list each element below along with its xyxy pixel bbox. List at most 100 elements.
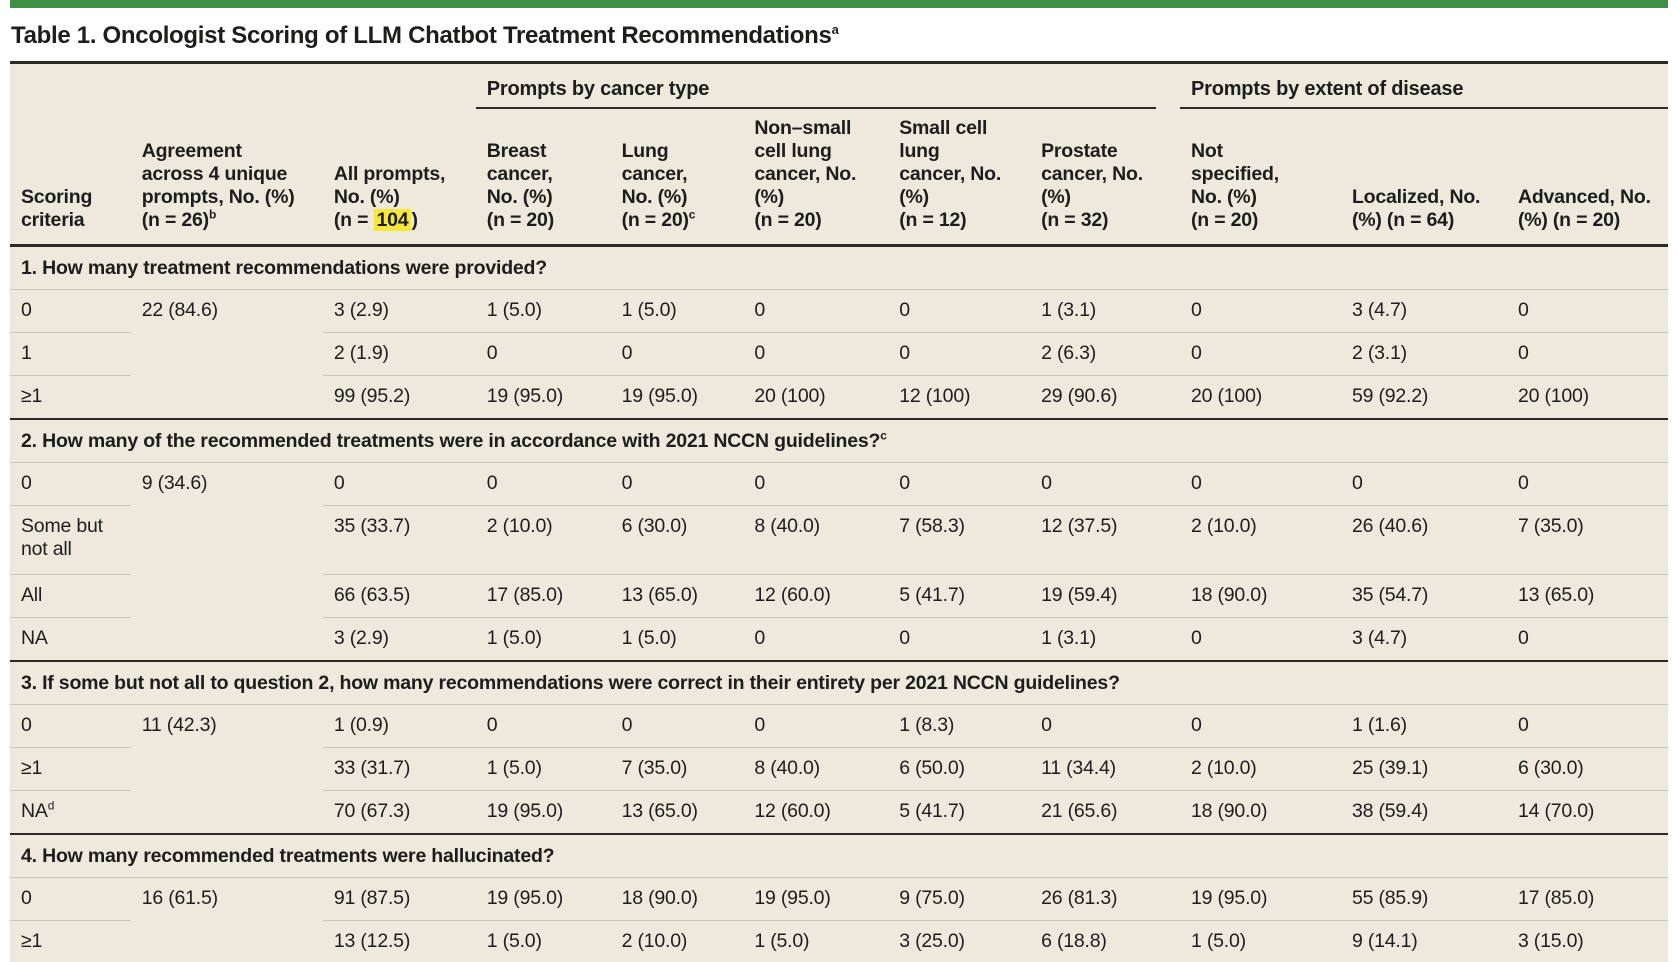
data-cell: 18 (90.0) [1190,800,1268,822]
table-row: ≥1 33 (31.7) 1 (5.0) 7 (35.0) 8 (40.0) 6 (50.… [10,747,1668,791]
data-cell: 1 (5.0) [475,747,611,791]
column-header-line: (n = 32) [1041,209,1109,231]
table-row: NA 3 (2.9) 1 (5.0) 1 (5.0) 0 0 1 (3.1) 0 3 (4.7)… [10,618,1668,662]
row-label: 1 [10,332,131,376]
data-cell: 25 (39.1) [1340,747,1507,791]
data-cell: 2 (10.0) [621,930,688,952]
data-cell: 59 (92.2) [1351,385,1429,407]
row-label: All [10,574,131,618]
row-label: ≥1 [10,747,131,791]
column-header-line: (n = 20) [1190,209,1259,231]
data-cell: 17 (85.0) [475,574,611,618]
data-cell: 0 [1517,627,1529,649]
footnote-marker: d [47,798,55,813]
column-header-line: cancer, No. [1041,163,1143,185]
data-cell: 70 (67.3) [333,800,411,822]
data-cell: 3 (2.9) [322,289,476,333]
column-header-line: (%) [754,186,785,208]
data-cell: 3 (4.7) [1340,289,1507,333]
footnote-marker: c [880,428,887,443]
data-cell: 20 (100) [1517,385,1589,407]
group-header-cancer-type-label: Prompts by cancer type [475,78,1156,109]
footnote-marker: c [688,207,696,222]
column-header-line: Agreement [141,140,242,162]
row-label: Some but not all [10,505,131,575]
data-cell: 0 [475,704,611,748]
column-header-line: Prostate [1041,140,1118,162]
data-cell: 1 (5.0) [621,627,677,649]
data-cell: 0 [1506,462,1668,506]
data-cell: 0 [475,332,611,376]
data-cell: 0 [743,704,889,748]
data-cell: 3 (15.0) [1517,930,1584,952]
data-cell: 7 (35.0) [1506,505,1668,575]
data-cell: 0 [1030,704,1180,748]
column-header-line: Not [1190,140,1223,162]
table-row: ≥1 13 (12.5) 1 (5.0) 2 (10.0) 1 (5.0) 3 (25.0… [10,921,1668,962]
data-cell: 2 (10.0) [475,505,611,575]
section-4-heading-row: 4. How many recommended treatments were … [10,833,1668,878]
table-title: Table 1. Oncologist Scoring of LLM Chatb… [0,8,1678,61]
table-row: ≥1 99 (95.2) 19 (95.0) 19 (95.0) 20 (100) 12 … [10,376,1668,420]
column-header-line: cell lung [754,140,832,162]
row-label: NA [21,627,48,649]
column-header-localized: Localized, No. (%) (n = 64) [1340,109,1507,247]
column-header-line: Advanced, No. [1517,186,1651,208]
data-cell: 19 (95.0) [475,877,611,921]
data-cell: 26 (81.3) [1030,877,1180,921]
column-header-line: Localized, No. [1351,186,1481,208]
footnote-marker: b [208,207,217,222]
data-cell: 99 (95.2) [333,385,411,407]
data-cell: 6 (18.8) [1041,930,1107,952]
column-header-line: Lung [621,140,669,162]
column-header-line: No. (%) [486,186,553,208]
data-cell: 6 (50.0) [888,747,1031,791]
column-header-line: across 4 unique [141,163,288,185]
column-header-line: (%) (n = 20) [1517,209,1621,231]
column-header-line: lung [899,140,940,162]
data-cell: 1 (8.3) [888,704,1031,748]
oncologist-scoring-table: Prompts by cancer type Prompts by extent… [10,64,1668,962]
column-header-row: Scoring criteria Agreement across 4 unique p… [10,109,1668,247]
column-header-line: prompts, No. (%) [141,186,295,208]
data-cell: 0 [1506,704,1668,748]
data-cell: 14 (70.0) [1517,800,1595,822]
column-header-line: All prompts, [333,163,446,185]
data-cell: 2 (1.9) [322,332,476,376]
data-cell: 17 (85.0) [1506,877,1668,921]
table-row: 0 22 (84.6) 3 (2.9) 1 (5.0) 1 (5.0) 0 0 1 (3.1)… [10,289,1668,333]
column-header-breast-cancer: Breast cancer, No. (%) (n = 20) [475,109,611,247]
column-header-line: Breast [486,140,547,162]
table-row: 0 11 (42.3) 1 (0.9) 0 0 0 1 (8.3) 0 0 1 (1.6) 0 [10,704,1668,748]
column-header-prostate-cancer: Prostate cancer, No. (%) (n = 32) [1030,109,1180,247]
column-header-not-specified: Not specified, No. (%) (n = 20) [1179,109,1341,247]
data-cell: 1 (5.0) [486,627,542,649]
data-cell: 1 (5.0) [486,930,542,952]
column-header-line: (n = 20) [486,209,554,231]
data-cell: 0 [888,289,1031,333]
data-cell: 19 (95.0) [743,877,889,921]
column-header-line: No. (%) [621,186,688,208]
table-row: All 66 (63.5) 17 (85.0) 13 (65.0) 12 (60.0) 5… [10,574,1668,618]
section-4-heading: 4. How many recommended treatments were … [10,833,1668,878]
data-cell: 35 (33.7) [322,505,476,575]
column-header-line: No. (%) [1190,186,1257,208]
section-3-heading: 3. If some but not all to question 2, ho… [10,660,1668,705]
data-cell: 1 (5.0) [1190,930,1246,952]
group-header-cancer-type: Prompts by cancer type [475,64,1180,109]
data-cell: 0 [475,462,611,506]
data-cell: 0 [1506,332,1668,376]
row-label: 0 [10,462,131,506]
data-cell: 20 (100) [1190,385,1263,407]
data-cell: 1 (5.0) [475,289,611,333]
data-cell: 12 (100) [899,385,971,407]
section-1-heading-row: 1. How many treatment recommendations we… [10,244,1668,290]
data-cell: 7 (58.3) [888,505,1031,575]
group-header-extent-of-disease: Prompts by extent of disease [1179,64,1668,109]
agreement-value: 9 (34.6) [141,472,208,494]
data-cell: 21 (65.6) [1041,800,1118,822]
column-header-line: (%) (n = 64) [1351,209,1455,231]
data-cell: 1 (0.9) [322,704,476,748]
